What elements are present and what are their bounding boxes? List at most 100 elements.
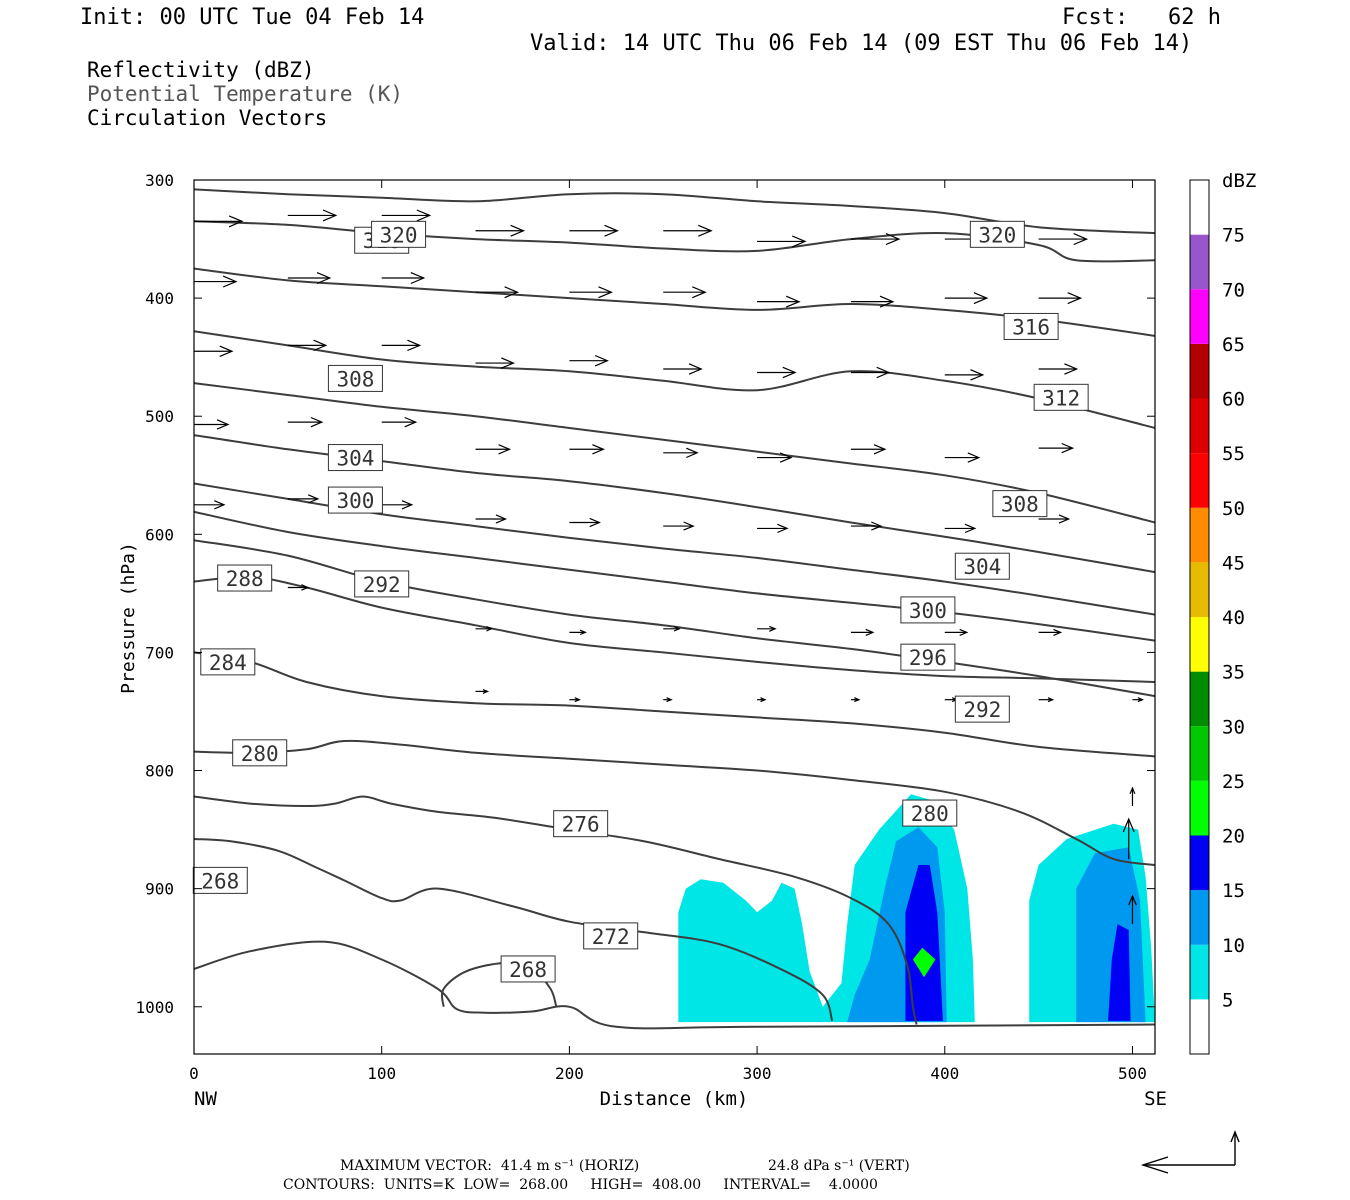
- circulation-vector-50: [287, 584, 310, 591]
- circulation-vector-45: [663, 521, 695, 531]
- colorbar: 5 10 15 20 25 30 35 40 45 50 55 60 65 70 75: [1189, 179, 1245, 1055]
- colorbar-segment-5: [1190, 726, 1209, 781]
- circulation-vector-15: [663, 286, 707, 299]
- x-tick-300: 300: [743, 1064, 772, 1083]
- field-potential-temperature: Potential Temperature (K): [87, 82, 404, 106]
- circulation-vector-35: [663, 447, 699, 459]
- colorbar-segment-0: [1190, 999, 1209, 1054]
- contour-label-320-14-1: 320: [969, 220, 1025, 248]
- theta-contour-312-12: [194, 330, 1155, 429]
- theta-contour-272-2: [194, 838, 834, 1022]
- contour-label-288-6-0: 288: [217, 564, 273, 592]
- axes: 0 100 200 300 400 500 300 400 500 600 700 800 900 100…: [135, 171, 1155, 1083]
- circulation-vector-47: [850, 521, 883, 531]
- contour-label-316-13-1: 316: [1003, 312, 1059, 340]
- x-tick-100: 100: [367, 1064, 396, 1083]
- circulation-vector-16: [757, 295, 801, 308]
- x-tick-500: 500: [1118, 1064, 1147, 1083]
- colorbar-label-30: 30: [1222, 716, 1245, 738]
- colorbar-segment-11: [1190, 398, 1209, 454]
- circulation-vector-30: [194, 419, 230, 430]
- contour-label-312-12-0: 312: [1033, 383, 1089, 411]
- theta-contour-296-8: [194, 510, 1155, 642]
- circulation-vector-14: [569, 286, 613, 299]
- circulation-vector-38: [944, 452, 981, 463]
- circulation-vector-0: [194, 215, 244, 228]
- contour-labels: 268 268 272 276 280 280 284 288 292 292 296 300 300 3…: [192, 220, 1089, 983]
- circulation-vector-68: [1122, 817, 1135, 860]
- circulation-vector-62: [757, 697, 767, 703]
- colorbar-segment-12: [1190, 343, 1209, 399]
- y-tick-800: 800: [145, 762, 174, 781]
- svg-text:308: 308: [336, 367, 374, 391]
- circulation-vector-63: [850, 697, 861, 703]
- circulation-vector-61: [663, 697, 673, 703]
- circulation-vector-18: [944, 292, 989, 305]
- colorbar-segment-10: [1190, 453, 1209, 508]
- nw-endpoint: NW: [194, 1088, 217, 1110]
- y-tick-900: 900: [145, 880, 174, 899]
- contour-label-304-10-1: 304: [954, 552, 1010, 580]
- reflectivity-region-15-dbz-4: [905, 865, 943, 1021]
- svg-text:296: 296: [909, 646, 947, 670]
- contour-label-300-9-1: 300: [900, 596, 956, 624]
- theta-contour-268-0: [194, 940, 1155, 1030]
- colorbar-segment-15: [1190, 180, 1209, 235]
- colorbar-label-60: 60: [1222, 389, 1245, 411]
- circulation-vector-60: [569, 697, 581, 703]
- reflectivity-region-15-dbz-5: [1108, 924, 1131, 1021]
- circulation-vector-19: [1038, 292, 1083, 305]
- circulation-vector-17: [850, 295, 895, 308]
- forecast-hour: Fcst: 62 h: [1062, 5, 1221, 30]
- svg-text:272: 272: [592, 925, 630, 949]
- circulation-vector-43: [475, 514, 508, 524]
- circulation-vector-41: [287, 494, 320, 504]
- max-vector-horiz: MAXIMUM VECTOR: 41.4 m s⁻¹ (HORIZ): [340, 1158, 640, 1174]
- colorbar-label-50: 50: [1222, 498, 1245, 520]
- y-tick-700: 700: [145, 643, 174, 662]
- theta-contour-288-6: [194, 575, 1155, 683]
- colorbar-segment-7: [1190, 617, 1209, 672]
- colorbar-label-40: 40: [1222, 607, 1245, 629]
- circulation-vector-6: [757, 235, 807, 248]
- theta-contour-308-11: [194, 382, 1155, 524]
- y-tick-1000: 1000: [135, 998, 174, 1017]
- circulation-vector-42: [381, 500, 414, 510]
- circulation-vector-4: [569, 224, 619, 237]
- field-reflectivity: Reflectivity (dBZ): [87, 58, 315, 82]
- circulation-vector-21: [287, 339, 328, 352]
- circulation-vector-66: [1132, 697, 1145, 703]
- circulation-vector-52: [475, 626, 494, 632]
- circulation-vector-58: [1038, 628, 1063, 636]
- circulation-vector-1: [287, 209, 338, 222]
- svg-text:316: 316: [1012, 315, 1050, 339]
- circulation-vector-28: [944, 369, 985, 381]
- se-endpoint: SE: [1144, 1088, 1167, 1110]
- colorbar-segment-1: [1190, 944, 1209, 1000]
- circulation-vector-33: [475, 444, 512, 455]
- circulation-vector-25: [663, 363, 703, 375]
- contour-label-292-7-1: 292: [954, 695, 1010, 723]
- svg-text:300: 300: [909, 599, 947, 623]
- colorbar-label-15: 15: [1222, 880, 1245, 902]
- colorbar-title: dBZ: [1222, 170, 1256, 192]
- contour-label-308-11-1: 308: [992, 490, 1048, 518]
- valid-time: Valid: 14 UTC Thu 06 Feb 14 (09 EST Thu …: [530, 31, 1193, 56]
- colorbar-label-10: 10: [1222, 935, 1245, 957]
- colorbar-segment-9: [1190, 507, 1209, 563]
- svg-text:320: 320: [380, 223, 418, 247]
- max-vector-vert: 24.8 dPa s⁻¹ (VERT): [768, 1158, 910, 1174]
- circulation-vector-36: [757, 452, 793, 463]
- svg-text:320: 320: [978, 223, 1016, 247]
- circulation-vector-59: [475, 688, 490, 694]
- svg-text:280: 280: [241, 742, 279, 766]
- circulation-vector-37: [850, 444, 887, 455]
- theta-contour-324-15: [194, 188, 1155, 235]
- x-axis-label: Distance (km): [600, 1088, 749, 1110]
- colorbar-label-75: 75: [1222, 225, 1245, 247]
- reflectivity-region-20-dbz-6: [912, 947, 936, 978]
- circulation-vector-10: [194, 275, 238, 288]
- colorbar-segment-8: [1190, 562, 1209, 617]
- circulation-vector-48: [944, 523, 977, 534]
